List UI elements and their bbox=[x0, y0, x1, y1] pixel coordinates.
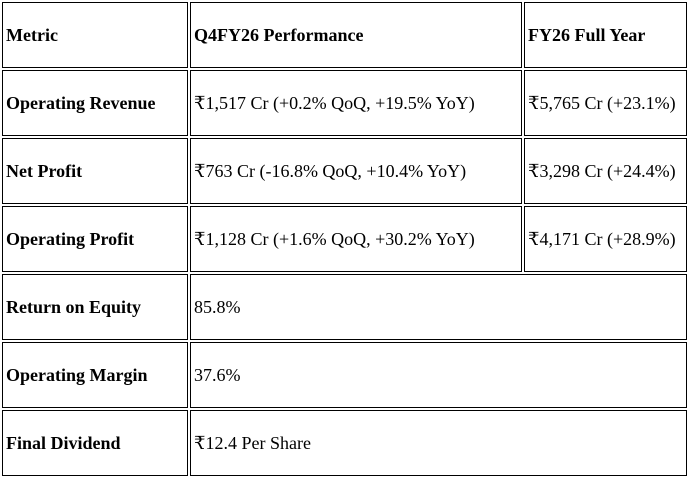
metric-label-cell: Final Dividend bbox=[2, 410, 188, 476]
table-row: Operating Profit ₹1,128 Cr (+1.6% QoQ, +… bbox=[2, 206, 687, 272]
fy26-value-cell: ₹3,298 Cr (+24.4%) bbox=[524, 138, 687, 204]
col-header-q4fy26-performance: Q4FY26 Performance bbox=[190, 2, 522, 68]
col-header-fy26-full-year: FY26 Full Year bbox=[524, 2, 687, 68]
col-header-metric: Metric bbox=[2, 2, 188, 68]
full-width-value-cell: ₹12.4 Per Share bbox=[190, 410, 687, 476]
table-row: Return on Equity 85.8% bbox=[2, 274, 687, 340]
table-row: Operating Margin 37.6% bbox=[2, 342, 687, 408]
fy26-value-cell: ₹5,765 Cr (+23.1%) bbox=[524, 70, 687, 136]
metric-label-cell: Net Profit bbox=[2, 138, 188, 204]
q4fy26-value-cell: ₹1,517 Cr (+0.2% QoQ, +19.5% YoY) bbox=[190, 70, 522, 136]
metric-label-cell: Operating Revenue bbox=[2, 70, 188, 136]
metric-label-cell: Operating Margin bbox=[2, 342, 188, 408]
table-header-row: Metric Q4FY26 Performance FY26 Full Year bbox=[2, 2, 687, 68]
table-row: Final Dividend ₹12.4 Per Share bbox=[2, 410, 687, 476]
metric-label-cell: Return on Equity bbox=[2, 274, 188, 340]
full-width-value-cell: 37.6% bbox=[190, 342, 687, 408]
table-row: Net Profit ₹763 Cr (-16.8% QoQ, +10.4% Y… bbox=[2, 138, 687, 204]
q4fy26-value-cell: ₹1,128 Cr (+1.6% QoQ, +30.2% YoY) bbox=[190, 206, 522, 272]
full-width-value-cell: 85.8% bbox=[190, 274, 687, 340]
metric-label-cell: Operating Profit bbox=[2, 206, 188, 272]
table-row: Operating Revenue ₹1,517 Cr (+0.2% QoQ, … bbox=[2, 70, 687, 136]
q4fy26-value-cell: ₹763 Cr (-16.8% QoQ, +10.4% YoY) bbox=[190, 138, 522, 204]
fy26-value-cell: ₹4,171 Cr (+28.9%) bbox=[524, 206, 687, 272]
